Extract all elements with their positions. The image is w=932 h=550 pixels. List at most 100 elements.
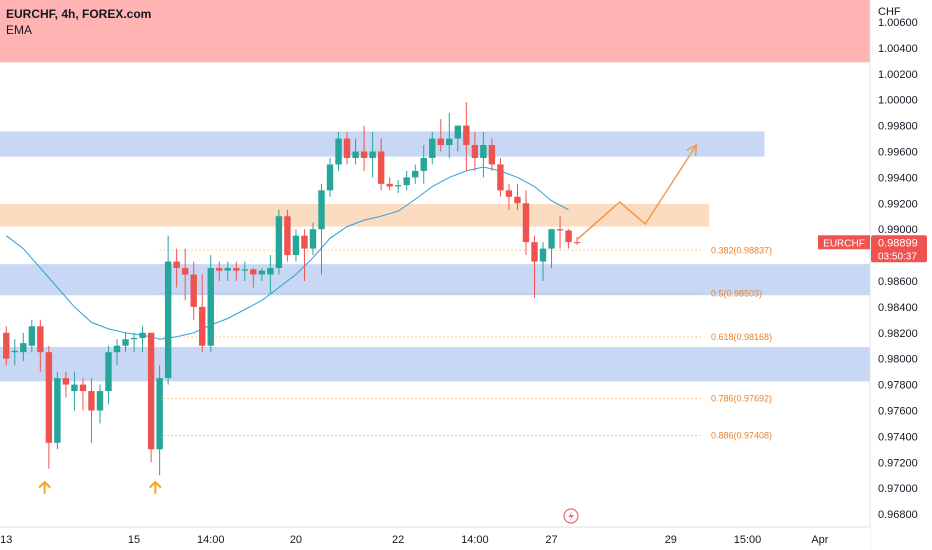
y-tick-label: 0.98200 (878, 328, 918, 340)
candle (394, 179, 402, 193)
candle-body (62, 378, 70, 385)
candle-body (420, 157, 427, 171)
candle-body (207, 268, 214, 346)
x-tick-label: 22 (392, 534, 404, 546)
y-tick-label: 0.98600 (878, 276, 918, 288)
candle (318, 183, 325, 275)
candle (96, 384, 104, 424)
candle (45, 345, 53, 469)
candle-body (3, 332, 10, 359)
candle (292, 229, 300, 262)
candle (429, 132, 436, 165)
candle-body (471, 145, 479, 158)
price-tag-price: 0.98899 (878, 237, 918, 249)
candle-body (301, 235, 308, 249)
candle-body (522, 203, 530, 243)
candle-body (412, 170, 419, 178)
zone-support-4 (0, 347, 870, 382)
candle-body (454, 125, 462, 139)
flash-icon (563, 508, 579, 524)
candle-body (369, 151, 376, 158)
y-tick-label: 0.99600 (878, 146, 918, 158)
candle-body (113, 345, 121, 353)
candle (224, 261, 231, 281)
x-tick-label: 27 (545, 534, 557, 546)
candle-body (275, 216, 283, 269)
y-tick-label: 1.00600 (878, 17, 918, 29)
candle-body (335, 138, 342, 165)
price-tag-symbol (818, 235, 870, 250)
candle-body (241, 269, 249, 271)
candle-body (156, 378, 163, 450)
candle-body (54, 378, 61, 443)
candle-body (573, 242, 581, 244)
candle (446, 112, 453, 158)
candle (28, 319, 36, 353)
candle (548, 229, 555, 269)
currency-label: CHF (878, 6, 901, 18)
candle-body (531, 242, 538, 262)
candle-body (11, 350, 18, 353)
candle (326, 157, 334, 197)
candle-body (318, 190, 325, 230)
candle-body (429, 138, 436, 158)
candle (403, 170, 410, 191)
candle-body (122, 339, 129, 346)
y-tick-label: 0.97600 (878, 405, 918, 417)
candle (420, 145, 427, 184)
candle-body (173, 261, 180, 269)
candle-body (326, 164, 334, 191)
candle (412, 164, 419, 184)
candle (343, 132, 351, 165)
fib-label-2: 0.618(0.98168) (711, 332, 772, 342)
y-tick-label: 0.99400 (878, 172, 918, 184)
candle (181, 248, 189, 301)
x-tick-label: 29 (665, 534, 677, 546)
candle-body (181, 268, 189, 275)
candle (437, 119, 444, 152)
candle (37, 319, 44, 372)
candle (531, 235, 538, 298)
candle-body (199, 306, 206, 346)
candle-body (96, 391, 104, 411)
projection-arrowhead (686, 143, 698, 157)
candle (139, 326, 146, 353)
candle (267, 255, 274, 294)
candle (275, 209, 283, 275)
candle (309, 222, 317, 256)
candle-body (343, 138, 351, 158)
candle-body (79, 384, 87, 392)
candle (250, 268, 257, 288)
candle (20, 332, 27, 362)
candle (122, 332, 129, 353)
candle (463, 102, 470, 171)
candle (190, 261, 197, 320)
candle-body (37, 326, 44, 353)
candle-body (267, 268, 274, 275)
candle-body (190, 274, 197, 307)
candle-body (45, 352, 53, 443)
x-tick-label: 15 (128, 534, 140, 546)
zone-orange-2 (0, 203, 710, 227)
candle-body (437, 138, 444, 146)
candle (156, 365, 163, 476)
candle (147, 332, 155, 463)
x-tick-label: Apr (811, 534, 828, 546)
candle-body (386, 183, 393, 187)
y-tick-label: 0.98400 (878, 302, 918, 314)
price-tag-symbol-text: EURCHF (823, 238, 865, 249)
candle (573, 236, 581, 245)
candle (241, 261, 249, 281)
candle-body (463, 125, 470, 146)
candle (369, 132, 376, 178)
candle-body (488, 145, 496, 165)
up-arrow-icon (38, 481, 51, 494)
candle-body (71, 384, 78, 392)
candle-body (505, 190, 513, 197)
zone-support-3 (0, 264, 870, 296)
candle-body (224, 268, 231, 271)
y-tick-label: 0.97000 (878, 483, 918, 495)
candle (105, 345, 112, 404)
candle (11, 339, 18, 366)
